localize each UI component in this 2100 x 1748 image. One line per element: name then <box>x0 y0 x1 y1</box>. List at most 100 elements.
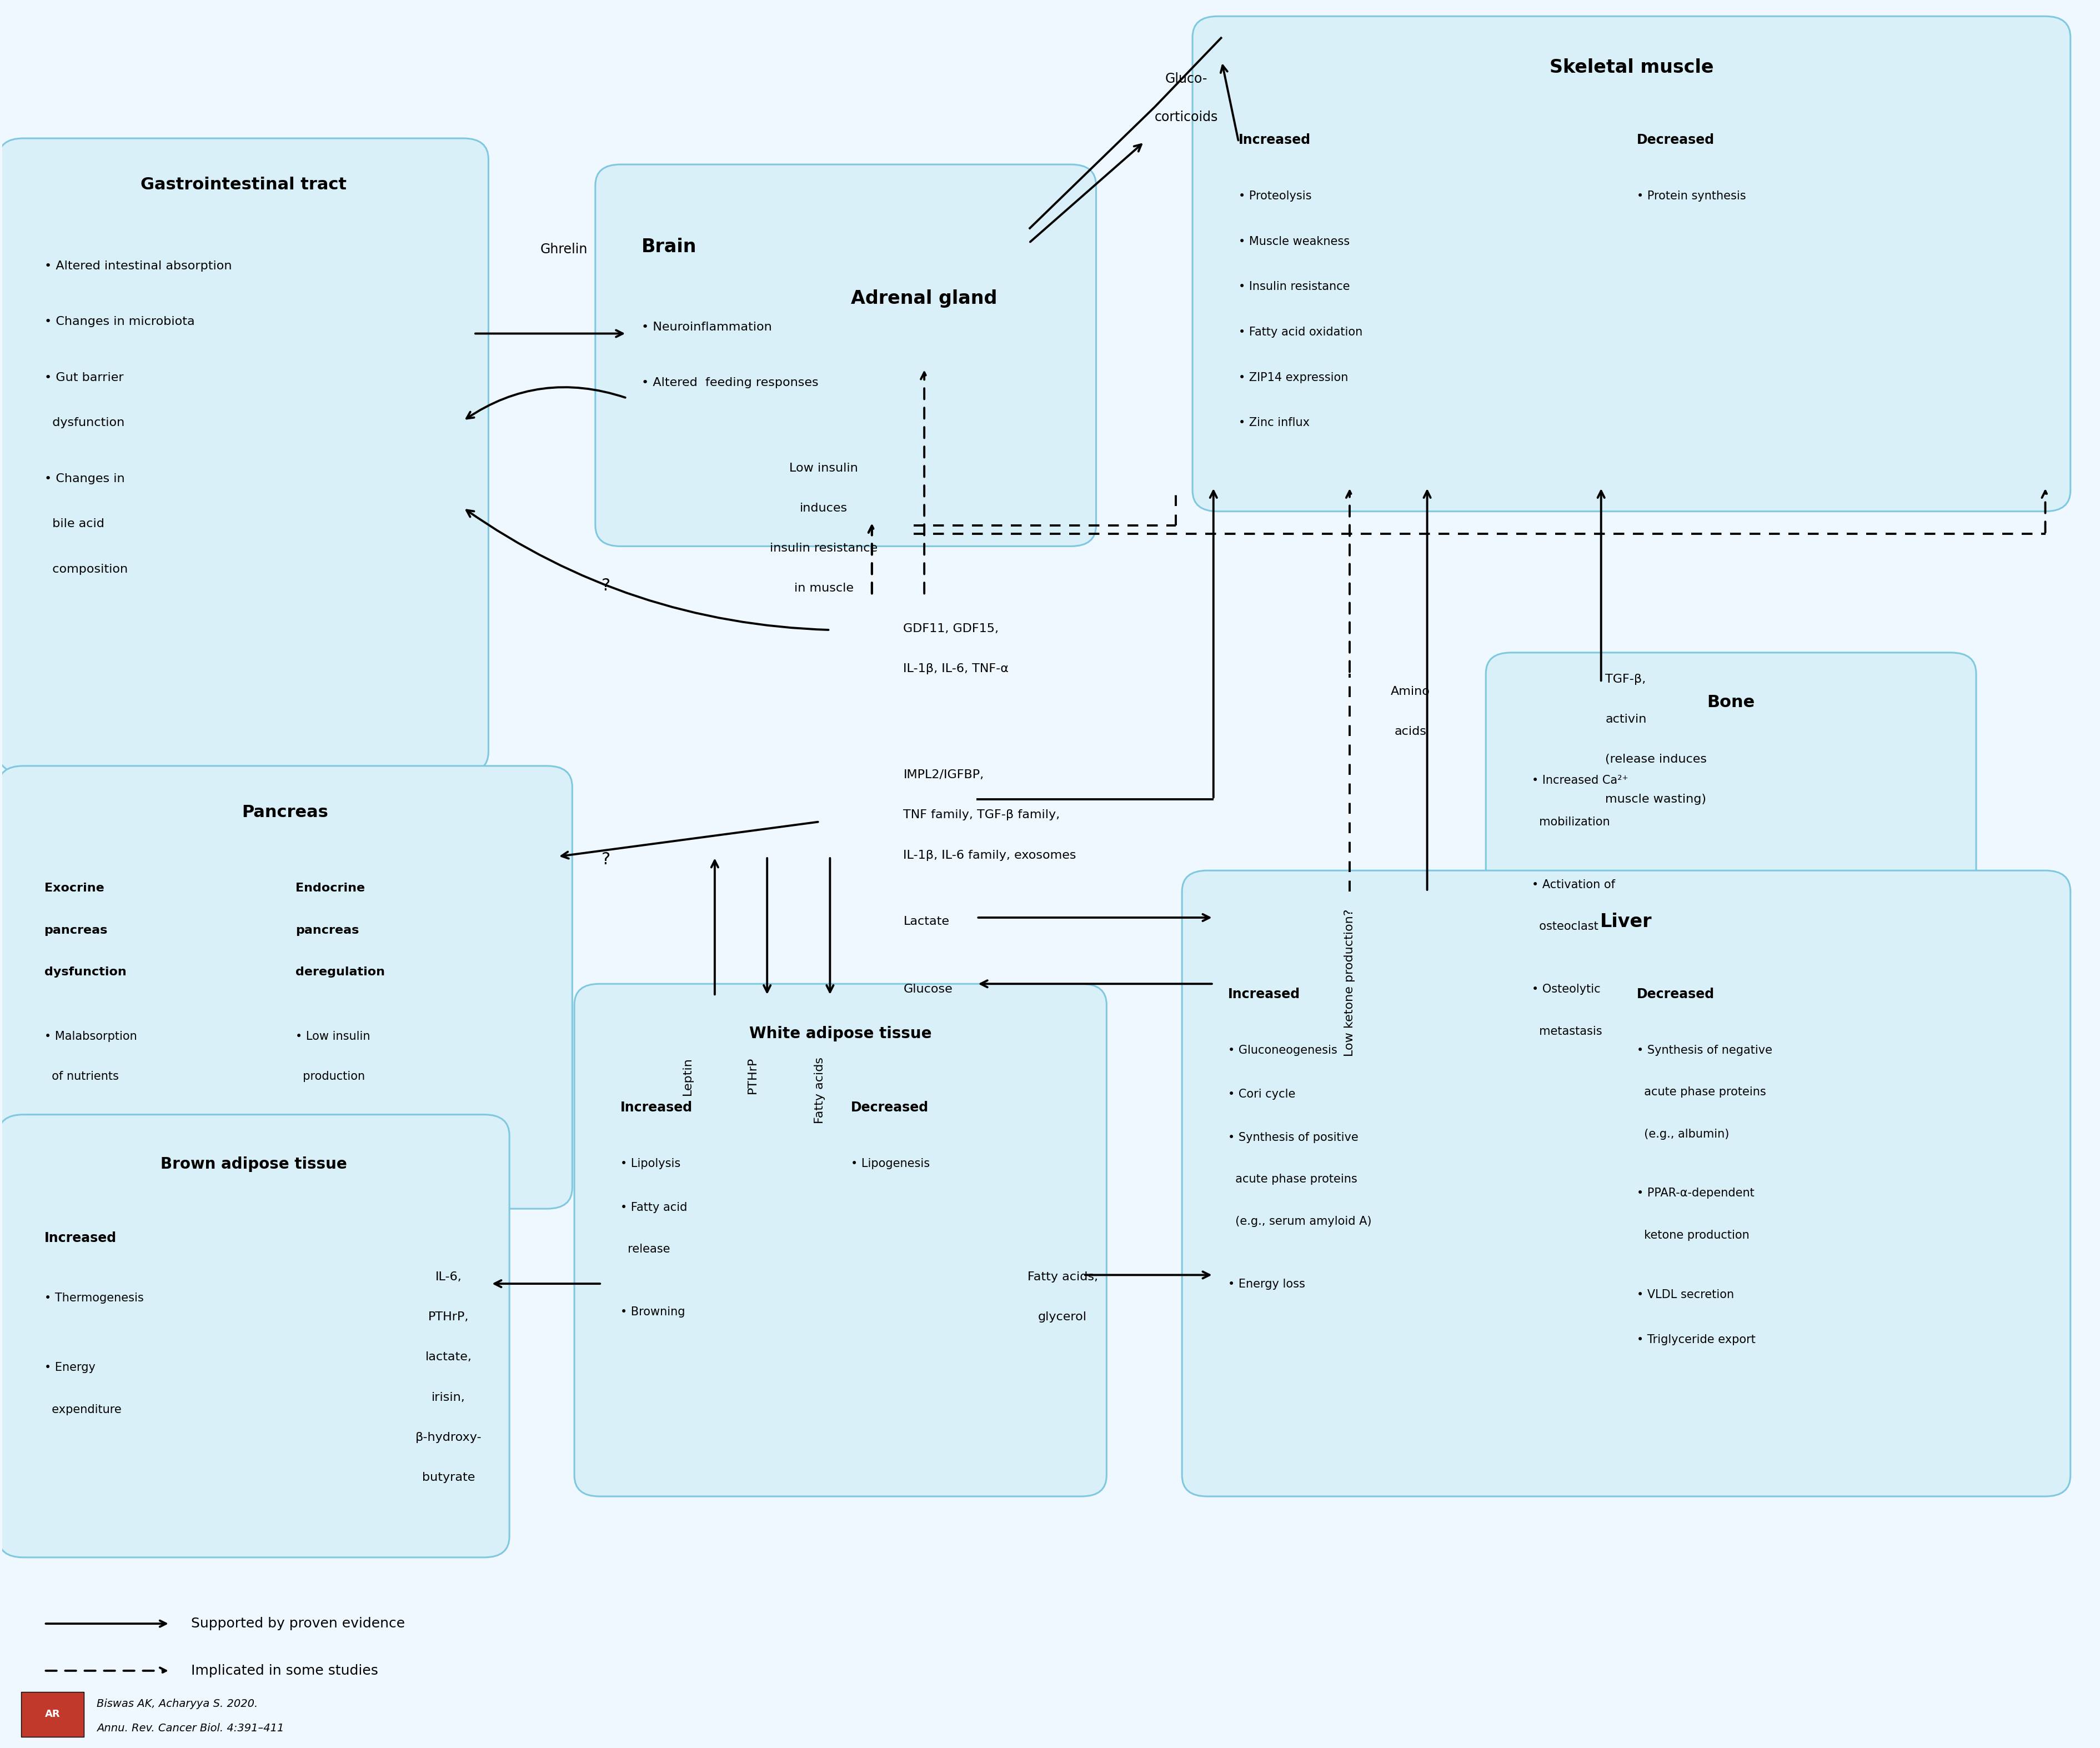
Text: • Energy loss: • Energy loss <box>1228 1278 1306 1290</box>
Text: Lactate: Lactate <box>903 916 949 926</box>
Text: • VLDL secretion: • VLDL secretion <box>1636 1288 1735 1301</box>
Text: Pancreas: Pancreas <box>242 804 328 820</box>
Text: Fatty acids: Fatty acids <box>815 1058 825 1124</box>
Text: in muscle: in muscle <box>794 582 853 594</box>
Text: Increased: Increased <box>44 1231 116 1245</box>
Text: • Neuroinflammation: • Neuroinflammation <box>640 322 773 332</box>
Text: induces: induces <box>800 503 848 514</box>
Text: TGF-β,: TGF-β, <box>1604 673 1646 685</box>
Text: osteoclast: osteoclast <box>1531 921 1598 932</box>
Text: • Altered  feeding responses: • Altered feeding responses <box>640 378 819 388</box>
FancyBboxPatch shape <box>21 1692 84 1738</box>
Text: Liver: Liver <box>1600 912 1653 930</box>
Text: • ZIP14 expression: • ZIP14 expression <box>1239 372 1348 383</box>
Text: Low insulin: Low insulin <box>790 463 859 474</box>
Text: ketone production: ketone production <box>1636 1229 1749 1241</box>
Text: Glucose: Glucose <box>903 984 953 995</box>
Text: • Gut barrier: • Gut barrier <box>44 372 124 383</box>
Text: • Fatty acid oxidation: • Fatty acid oxidation <box>1239 327 1363 337</box>
Text: • Zinc influx: • Zinc influx <box>1239 418 1310 428</box>
Text: • Low insulin: • Low insulin <box>296 1031 370 1042</box>
Text: • Osteolytic: • Osteolytic <box>1531 984 1600 995</box>
Text: • Browning: • Browning <box>620 1306 685 1318</box>
Text: • Changes in microbiota: • Changes in microbiota <box>44 316 195 327</box>
Text: Fatty acids,: Fatty acids, <box>1027 1271 1098 1283</box>
Text: irisin,: irisin, <box>433 1391 466 1404</box>
Text: Amino: Amino <box>1390 685 1430 697</box>
Text: Decreased: Decreased <box>1636 133 1714 147</box>
Text: Exocrine: Exocrine <box>44 883 105 893</box>
Text: Gastrointestinal tract: Gastrointestinal tract <box>141 177 346 192</box>
Text: • Synthesis of positive: • Synthesis of positive <box>1228 1133 1359 1143</box>
Text: glycerol: glycerol <box>1037 1311 1088 1323</box>
Text: production: production <box>296 1072 365 1082</box>
FancyBboxPatch shape <box>594 164 1096 545</box>
Text: Low ketone production?: Low ketone production? <box>1344 909 1355 1056</box>
Text: • Malabsorption: • Malabsorption <box>44 1031 137 1042</box>
FancyBboxPatch shape <box>1182 871 2071 1496</box>
Text: PTHrP: PTHrP <box>748 1058 758 1094</box>
Text: Decreased: Decreased <box>851 1101 928 1113</box>
Text: acute phase proteins: acute phase proteins <box>1228 1175 1357 1185</box>
Text: insulin resistance: insulin resistance <box>771 544 878 554</box>
Text: • Increased Ca²⁺: • Increased Ca²⁺ <box>1531 774 1627 787</box>
Text: Increased: Increased <box>1228 988 1300 1000</box>
Text: TNF family, TGF-β family,: TNF family, TGF-β family, <box>903 809 1060 820</box>
Text: • Changes in: • Changes in <box>44 474 124 484</box>
Text: pancreas: pancreas <box>296 925 359 935</box>
Text: • Energy: • Energy <box>44 1362 94 1374</box>
Text: • Insulin resistance: • Insulin resistance <box>1239 281 1350 292</box>
Text: (release induces: (release induces <box>1604 753 1707 766</box>
Text: butyrate: butyrate <box>422 1472 475 1482</box>
Text: lactate,: lactate, <box>426 1351 473 1363</box>
Text: composition: composition <box>44 563 128 575</box>
Text: acids: acids <box>1394 725 1426 738</box>
Text: of nutrients: of nutrients <box>44 1072 118 1082</box>
Text: dysfunction: dysfunction <box>44 967 126 977</box>
Text: White adipose tissue: White adipose tissue <box>750 1026 932 1042</box>
Text: • Proteolysis: • Proteolysis <box>1239 191 1312 201</box>
FancyBboxPatch shape <box>0 138 489 773</box>
Text: • Cori cycle: • Cori cycle <box>1228 1089 1296 1099</box>
Text: • Altered intestinal absorption: • Altered intestinal absorption <box>44 260 231 271</box>
Text: AR: AR <box>44 1710 61 1720</box>
Text: Bone: Bone <box>1707 694 1756 710</box>
Text: Skeletal muscle: Skeletal muscle <box>1550 58 1714 77</box>
Text: Supported by proven evidence: Supported by proven evidence <box>191 1617 405 1631</box>
Text: Brown adipose tissue: Brown adipose tissue <box>160 1157 346 1171</box>
FancyBboxPatch shape <box>575 984 1107 1496</box>
Text: corticoids: corticoids <box>1155 110 1218 124</box>
Text: Brain: Brain <box>640 238 697 255</box>
Text: IL-1β, IL-6 family, exosomes: IL-1β, IL-6 family, exosomes <box>903 850 1077 860</box>
Text: mobilization: mobilization <box>1531 816 1611 827</box>
Text: Adrenal gland: Adrenal gland <box>851 290 998 308</box>
Text: metastasis: metastasis <box>1531 1026 1602 1037</box>
Text: • Synthesis of negative: • Synthesis of negative <box>1636 1045 1772 1056</box>
FancyBboxPatch shape <box>0 766 573 1208</box>
Text: Gluco-: Gluco- <box>1166 72 1208 86</box>
Text: IL-1β, IL-6, TNF-α: IL-1β, IL-6, TNF-α <box>903 662 1008 675</box>
Text: Leptin: Leptin <box>683 1058 693 1096</box>
Text: IMPL2/IGFBP,: IMPL2/IGFBP, <box>903 769 985 781</box>
Text: (e.g., serum amyloid A): (e.g., serum amyloid A) <box>1228 1215 1371 1227</box>
Text: Increased: Increased <box>1239 133 1310 147</box>
FancyBboxPatch shape <box>0 1115 510 1557</box>
Text: IL-6,: IL-6, <box>435 1271 462 1283</box>
FancyBboxPatch shape <box>1193 16 2071 512</box>
Text: expenditure: expenditure <box>44 1404 122 1416</box>
Text: deregulation: deregulation <box>296 967 384 977</box>
Text: • Activation of: • Activation of <box>1531 879 1615 890</box>
Text: GDF11, GDF15,: GDF11, GDF15, <box>903 622 1000 635</box>
Text: Biswas AK, Acharyya S. 2020.: Biswas AK, Acharyya S. 2020. <box>97 1699 258 1710</box>
Text: • Thermogenesis: • Thermogenesis <box>44 1292 143 1304</box>
Text: β-hydroxy-: β-hydroxy- <box>416 1432 481 1444</box>
Text: (e.g., albumin): (e.g., albumin) <box>1636 1129 1728 1140</box>
Text: dysfunction: dysfunction <box>44 418 124 428</box>
Text: • Triglyceride export: • Triglyceride export <box>1636 1334 1756 1346</box>
Text: • Lipolysis: • Lipolysis <box>620 1159 680 1169</box>
Text: acute phase proteins: acute phase proteins <box>1636 1087 1766 1098</box>
Text: ?: ? <box>601 851 611 867</box>
Text: • Gluconeogenesis: • Gluconeogenesis <box>1228 1045 1338 1056</box>
Text: • Fatty acid: • Fatty acid <box>620 1203 687 1213</box>
Text: PTHrP,: PTHrP, <box>428 1311 468 1323</box>
